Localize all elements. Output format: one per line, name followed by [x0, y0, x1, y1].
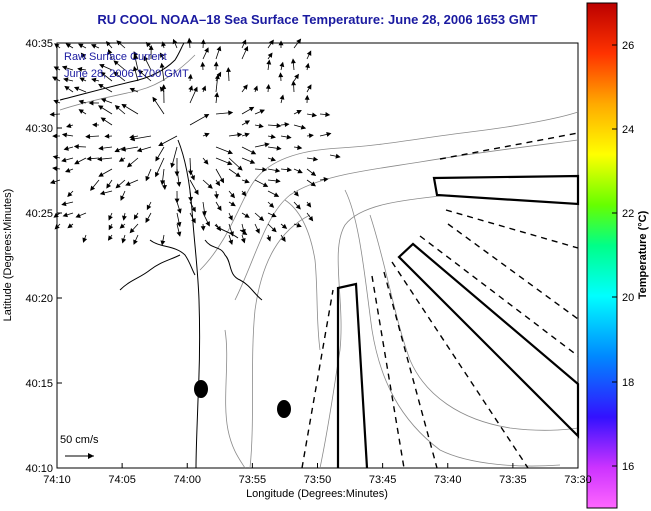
sampling-box-south [336, 282, 369, 469]
colorbar-tick-label: 26 [622, 40, 634, 52]
x-tick-label: 74:10 [43, 474, 71, 486]
map-title: RU COOL NOAA–18 Sea Surface Temperature:… [97, 12, 538, 27]
mooring-marker-2 [277, 400, 291, 418]
scale-arrow [65, 453, 94, 459]
x-tick-label: 73:30 [564, 474, 592, 486]
colorbar-label: Temperature (°C) [637, 210, 649, 299]
current-vectors [49, 37, 341, 246]
x-tick-label: 73:35 [499, 474, 527, 486]
sampling-box-east [432, 174, 580, 206]
x-axis-ticks: 74:10 74:05 74:00 73:55 73:50 73:45 73:40 73:35… [43, 463, 592, 486]
legend-line-2: June 28, 2006 1700 GMT [64, 68, 189, 80]
sampling-boxes [336, 174, 580, 469]
colorbar-tick-label: 18 [622, 377, 634, 389]
y-axis-label: Latitude (Degrees:Minutes) [2, 189, 14, 322]
y-tick-label: 40:30 [25, 123, 53, 135]
transect-lines [301, 132, 579, 469]
mooring-marker-1 [194, 380, 208, 398]
bathymetry-contours [59, 54, 579, 469]
y-axis-ticks: 40:35 40:30 40:25 40:20 40:15 40:10 [25, 38, 62, 475]
x-axis-label: Longitude (Degrees:Minutes) [246, 488, 388, 500]
plot-frame [56, 42, 579, 469]
colorbar [586, 2, 618, 509]
y-tick-label: 40:15 [25, 378, 53, 390]
y-tick-label: 40:25 [25, 208, 53, 220]
sampling-box-southeast [397, 242, 580, 439]
y-tick-label: 40:35 [25, 38, 53, 50]
x-tick-label: 73:55 [239, 474, 267, 486]
x-tick-label: 73:40 [434, 474, 462, 486]
x-tick-label: 74:05 [108, 474, 136, 486]
colorbar-tick-label: 24 [622, 124, 634, 136]
colorbar-tick-label: 22 [622, 208, 634, 220]
y-tick-label: 40:20 [25, 293, 53, 305]
x-tick-label: 74:00 [173, 474, 201, 486]
colorbar-tick-label: 16 [622, 461, 634, 473]
scale-label: 50 cm/s [60, 434, 99, 446]
mooring-markers [194, 380, 291, 418]
colorbar-tick-label: 20 [622, 292, 634, 304]
y-tick-label: 40:10 [25, 463, 53, 475]
x-tick-label: 73:45 [369, 474, 397, 486]
colorbar-gradient [586, 2, 618, 509]
x-tick-label: 73:50 [304, 474, 332, 486]
colorbar-ticks: 26 24 22 20 18 16 [612, 40, 634, 473]
legend-line-1: Raw Surface Current [64, 51, 167, 63]
